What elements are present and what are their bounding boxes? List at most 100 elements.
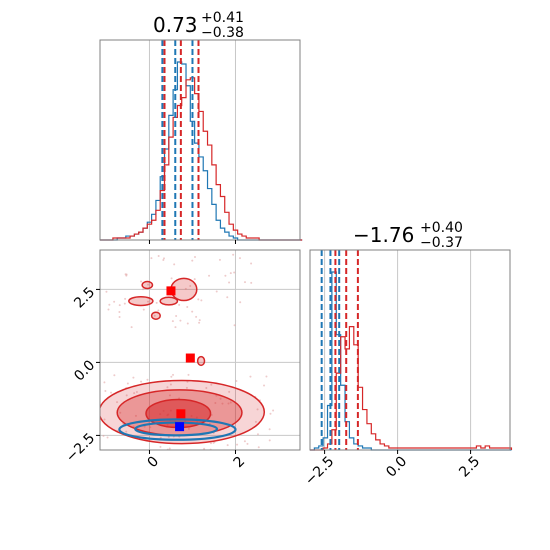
title-param-2: −1.76 +0.40 −0.37: [353, 220, 463, 251]
sample-point: [119, 411, 122, 414]
sample-point: [145, 453, 147, 455]
sample-point: [187, 427, 190, 430]
sample-point: [81, 425, 83, 427]
sample-point: [130, 326, 133, 329]
sample-point: [243, 281, 246, 284]
sample-point: [250, 262, 253, 265]
sample-point: [186, 322, 189, 325]
sample-point: [208, 274, 211, 277]
sample-point: [185, 386, 188, 389]
x-tick-label-param-2: 0.0: [383, 453, 410, 480]
sample-point: [238, 257, 241, 260]
sample-point: [142, 308, 145, 311]
sample-point: [214, 401, 217, 404]
sample-point: [219, 397, 222, 400]
sample-point: [200, 299, 203, 302]
title-param-2-sup: +0.40: [420, 220, 463, 236]
sample-point: [90, 425, 92, 427]
sample-point: [106, 436, 109, 439]
sample-point: [118, 311, 121, 314]
sample-point: [198, 319, 201, 322]
sample-point: [233, 324, 236, 327]
sample-point: [147, 283, 150, 286]
x-tick-label-param-1: 0: [145, 453, 163, 471]
hist-param-1-blue: [100, 61, 303, 241]
sample-point: [87, 423, 89, 425]
contour-blue-0: [118, 418, 237, 441]
sample-point: [118, 316, 121, 319]
sample-point: [81, 393, 83, 395]
sample-point: [193, 278, 196, 281]
sample-point: [263, 384, 266, 387]
sample-point: [159, 445, 162, 448]
contour-red-island-2: [141, 280, 154, 290]
sample-point: [135, 390, 138, 393]
marker-blue-square: [175, 422, 185, 432]
sample-point: [104, 389, 107, 392]
sample-point: [95, 383, 97, 385]
y-axis-ticks-param-2: −2.5 0.0 2.5: [63, 284, 98, 465]
sample-point: [186, 306, 189, 309]
sample-point: [110, 391, 113, 394]
sample-point: [155, 301, 158, 304]
sample-point: [256, 408, 259, 411]
sample-point: [112, 455, 114, 457]
sample-point: [123, 302, 126, 305]
sample-point: [113, 374, 116, 377]
sample-point: [103, 418, 106, 421]
sample-point: [140, 280, 143, 283]
sample-point: [228, 390, 231, 393]
sample-point: [189, 284, 192, 287]
sample-point: [115, 451, 117, 453]
sample-point: [125, 274, 128, 277]
sample-point: [97, 374, 99, 376]
sample-point: [125, 430, 128, 433]
title-param-2-value: −1.76: [353, 223, 414, 247]
hist-param-1-red: [100, 77, 303, 241]
sample-point: [189, 453, 191, 455]
sample-point: [118, 304, 121, 307]
contour-red-island-3: [150, 311, 161, 320]
sample-point: [179, 319, 182, 322]
sample-point: [132, 376, 135, 379]
sample-point: [107, 308, 110, 311]
sample-point: [126, 382, 129, 385]
sample-point: [228, 281, 231, 284]
contour-red-island-5: [159, 296, 179, 306]
title-param-1-value: 0.73: [153, 13, 198, 37]
sample-point: [249, 375, 252, 378]
sample-point: [229, 401, 232, 404]
sample-point: [163, 257, 166, 260]
sample-point: [157, 452, 159, 454]
sample-point: [221, 402, 224, 405]
sample-point: [268, 428, 271, 431]
sample-point: [254, 420, 257, 423]
sample-point: [246, 442, 249, 445]
sample-point: [195, 315, 198, 318]
y-tick-label-param-2: 0.0: [71, 357, 98, 384]
sample-point: [198, 321, 201, 324]
sample-point: [168, 447, 171, 450]
sample-point: [150, 257, 153, 260]
sample-point: [210, 383, 213, 386]
sample-point: [85, 406, 87, 408]
sample-point: [125, 394, 128, 397]
x-tick-label-param-1: 2: [231, 453, 249, 471]
sample-point: [174, 326, 177, 329]
sample-point: [233, 271, 236, 274]
sample-point: [166, 386, 169, 389]
sample-point: [175, 314, 178, 317]
sample-point: [172, 373, 175, 376]
sample-point: [103, 381, 106, 384]
x-tick-label-param-2: −2.5: [302, 453, 337, 488]
sample-point: [95, 379, 97, 381]
sample-point: [132, 425, 135, 428]
sample-point: [218, 258, 221, 261]
sample-point: [92, 426, 94, 428]
sample-point: [236, 443, 239, 446]
sample-point: [146, 378, 149, 381]
histogram-param-1: [99, 39, 303, 244]
sample-point: [194, 255, 197, 258]
sample-point: [239, 301, 242, 304]
